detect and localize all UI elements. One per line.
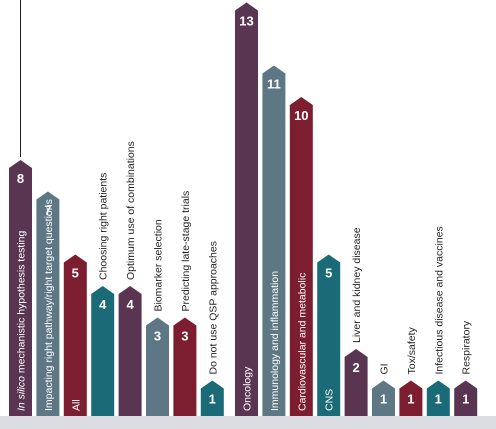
- bar-value-label: 4: [126, 297, 134, 312]
- bar: [235, 2, 258, 416]
- category-label: Liver and kidney disease: [351, 227, 363, 343]
- category-label: Predicting late-stage trials: [180, 191, 192, 312]
- category-label: GI: [379, 363, 391, 374]
- category-label: Tox/safety: [406, 326, 418, 374]
- bar: [173, 317, 197, 416]
- category-label: Immunology and inflammation: [269, 271, 281, 411]
- bar-value-label: 1: [380, 392, 387, 407]
- bar-value-label: 3: [154, 329, 161, 344]
- category-label: All: [70, 399, 82, 411]
- category-label: Choosing right patients: [98, 173, 110, 280]
- bar-value-label: 8: [17, 171, 24, 186]
- category-label: Cardiovascular and metabolic: [296, 273, 308, 411]
- bar: [91, 286, 115, 416]
- bar: [146, 317, 169, 416]
- chart-1: 8 In silico mechanistic hypothesis testin…: [9, 0, 224, 416]
- bar: [454, 380, 478, 416]
- category-label: Respiratory: [461, 320, 473, 374]
- bar: [372, 380, 395, 416]
- bar: [36, 191, 60, 416]
- bar-value-label: 1: [209, 392, 216, 407]
- category-label: CNS: [324, 389, 336, 411]
- bar-value-label: 13: [239, 14, 253, 29]
- bar: [426, 380, 450, 416]
- bar-value-label: 7: [44, 203, 51, 218]
- category-label: Do not use QSP approaches: [207, 241, 219, 374]
- category-label: Infectious disease and vaccines: [433, 226, 445, 374]
- bar-value-label: 5: [72, 266, 79, 281]
- bar: [317, 254, 341, 416]
- category-label: Oncology: [242, 366, 254, 411]
- category-label: Biomarker selection: [153, 219, 165, 311]
- bar: [399, 380, 423, 416]
- bar-value-label: 1: [462, 392, 469, 407]
- bar-value-label: 3: [181, 329, 188, 344]
- bar: [9, 160, 32, 416]
- bar: [118, 286, 142, 416]
- bar-value-label: 5: [325, 266, 332, 281]
- category-label: Impacting right pathway/right target que…: [43, 199, 55, 411]
- bar: [200, 380, 224, 416]
- bar-value-label: 10: [294, 108, 308, 123]
- category-label: Optimum use of combinations: [125, 141, 137, 280]
- bar-value-label: 1: [407, 392, 414, 407]
- baseline-band: [0, 416, 496, 429]
- bar: [262, 65, 286, 416]
- bar-value-label: 2: [352, 360, 359, 375]
- bar: [289, 97, 313, 416]
- bar-value-label: 4: [99, 297, 107, 312]
- bar: [344, 349, 368, 416]
- category-label: In silico mechanistic hypothesis testing: [16, 231, 28, 411]
- bar: [63, 254, 87, 416]
- bar-value-label: 11: [267, 77, 281, 92]
- bar-value-label: 1: [435, 392, 442, 407]
